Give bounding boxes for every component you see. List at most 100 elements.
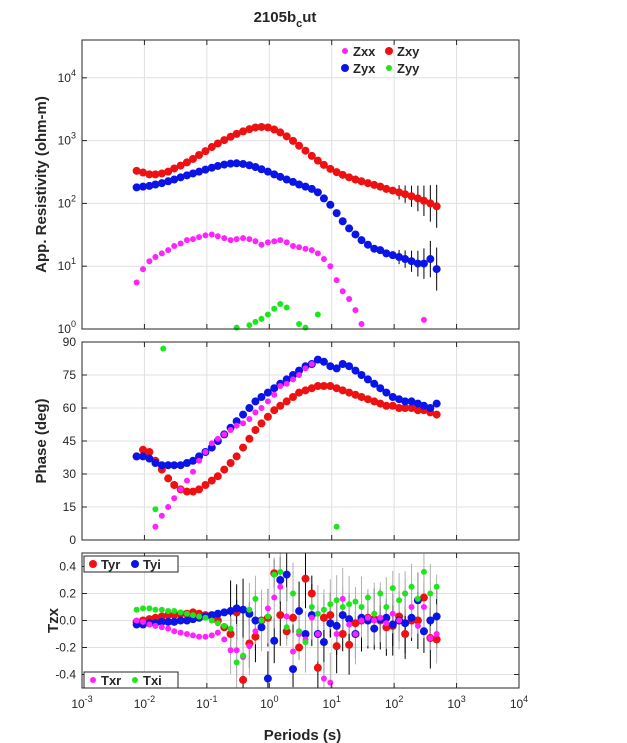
point-Zyx — [145, 454, 154, 463]
point-Zyy — [277, 301, 284, 308]
point-Zxy — [151, 170, 160, 179]
point-Zxy — [413, 194, 422, 203]
point-Zyx — [170, 175, 179, 184]
point-Zxx — [302, 365, 309, 372]
point-Zyx — [276, 172, 285, 181]
point-Zxy — [263, 412, 272, 421]
point-Tyi — [232, 604, 241, 613]
point-Zyx — [245, 404, 254, 412]
point-Txr — [314, 631, 321, 637]
point-Zxx — [302, 245, 309, 252]
legend-label: Zyy — [397, 61, 420, 76]
legend-label: Tyi — [143, 557, 161, 572]
y-tick-label-exponent: 2 — [71, 193, 76, 203]
y-tick-label-base: 10 — [58, 134, 72, 148]
point-Txi — [389, 585, 396, 592]
point-Txi — [171, 608, 178, 615]
x-tick-label-base: 10 — [385, 697, 399, 711]
point-Txi — [333, 597, 340, 604]
point-Zyx — [407, 397, 416, 406]
point-Txi — [252, 595, 259, 602]
point-Zyx — [151, 180, 160, 189]
point-Zyx — [376, 384, 385, 393]
point-Zyy — [283, 304, 290, 311]
point-Txi — [214, 620, 221, 627]
point-Txi — [327, 601, 334, 608]
point-Zxy — [345, 173, 354, 182]
point-Zxy — [289, 393, 298, 401]
point-Txi — [414, 595, 421, 602]
point-Txi — [427, 590, 434, 597]
x-tick-label-base: 10 — [260, 697, 274, 711]
point-Zxx — [296, 244, 303, 251]
point-Txi — [221, 622, 228, 629]
point-Zxy — [207, 143, 216, 152]
y-tick-label-tipper: 0.4 — [59, 560, 76, 574]
point-Zyx — [176, 173, 185, 182]
point-Zxy — [270, 406, 279, 415]
point-Zxy — [357, 177, 366, 186]
point-Zxx — [183, 477, 190, 484]
point-Txi — [240, 652, 247, 659]
point-Txr — [377, 614, 384, 621]
point-Zxx — [290, 242, 297, 249]
point-Zxy — [189, 487, 198, 496]
point-Zxy — [301, 386, 310, 395]
point-Zyx — [157, 461, 166, 470]
point-Zxy — [195, 485, 204, 494]
point-Zyx — [419, 401, 428, 410]
point-Zxy — [276, 128, 285, 137]
chart-title: 2105bcut — [254, 9, 317, 30]
x-tick-label: 104 — [510, 694, 528, 711]
legend-label: Tyr — [101, 557, 120, 572]
point-Zxy — [164, 167, 173, 176]
point-Zyx — [357, 236, 366, 245]
point-Zxy — [376, 399, 385, 408]
point-Tyi — [301, 630, 310, 638]
point-Zxx — [240, 420, 247, 427]
point-Txi — [246, 606, 253, 613]
point-Zxy — [395, 404, 404, 412]
point-Tyr — [332, 642, 341, 651]
point-Zxx — [252, 409, 259, 416]
point-Zxx — [165, 247, 172, 254]
chart-title-sub: c — [296, 18, 302, 30]
point-Zxy — [351, 390, 360, 399]
point-Zxy — [432, 202, 441, 211]
point-Txr — [152, 622, 159, 629]
x-tick-label: 10-2 — [134, 694, 155, 711]
point-Txi — [190, 612, 197, 619]
y-tick-label-phase: 0 — [69, 533, 76, 547]
point-Zyx — [357, 371, 366, 379]
point-Txi — [302, 639, 309, 646]
point-Zxx — [352, 307, 359, 314]
x-tick-label-exponent: 3 — [461, 694, 466, 704]
point-Zxx — [196, 234, 203, 241]
point-Zxx — [271, 238, 278, 245]
point-Zxy — [426, 199, 435, 208]
point-Zxx — [308, 361, 315, 367]
x-tick-label: 102 — [385, 694, 403, 711]
point-Zxy — [282, 397, 291, 406]
point-Zyx — [245, 161, 254, 170]
point-Txi — [433, 583, 440, 590]
x-tick-label-exponent: 0 — [273, 694, 278, 704]
point-Tyi — [388, 620, 397, 629]
point-Zxx — [190, 468, 197, 475]
point-Zxx — [420, 316, 427, 323]
point-Zyx — [270, 170, 279, 179]
point-Txr — [183, 631, 190, 637]
point-Zxy — [401, 190, 410, 199]
point-Zxy — [326, 382, 335, 390]
point-Txr — [290, 648, 297, 655]
point-Zxx — [165, 504, 172, 510]
point-Txi — [233, 659, 240, 666]
point-Zxy — [176, 161, 185, 170]
point-Txr — [339, 595, 346, 602]
point-Txi — [271, 571, 278, 578]
y-tick-label-tipper: -0.4 — [55, 668, 76, 682]
legend-marker-xx — [342, 48, 348, 54]
point-Zyx — [338, 217, 347, 226]
point-Zyy — [152, 506, 159, 513]
